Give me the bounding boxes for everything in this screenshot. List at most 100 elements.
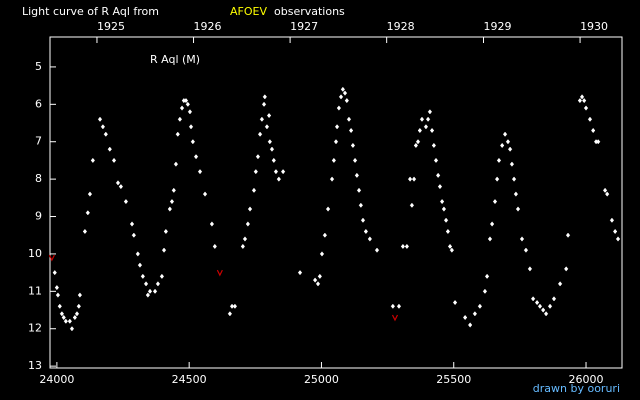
data-point: [587, 116, 593, 122]
data-point: [140, 273, 145, 279]
x-tick-label: 26000: [569, 373, 604, 386]
data-point: [188, 124, 194, 130]
data-point: [77, 292, 83, 298]
data-point: [452, 299, 458, 306]
data-point: [360, 217, 366, 223]
data-point: [145, 292, 151, 298]
data-point: [103, 131, 108, 137]
data-point: [547, 303, 553, 309]
data-point: [90, 157, 95, 164]
x-tick-label: 25500: [436, 373, 471, 386]
data-point: [513, 191, 519, 197]
data-point: [185, 101, 190, 107]
data-point: [169, 198, 175, 205]
data-point: [242, 236, 248, 242]
data-point: [425, 116, 431, 122]
data-point: [331, 157, 337, 164]
data-point: [322, 232, 328, 238]
data-point: [494, 176, 500, 182]
data-point: [129, 221, 135, 227]
data-point: [280, 169, 286, 175]
data-point: [502, 131, 508, 137]
data-point: [551, 296, 557, 302]
data-point: [147, 288, 153, 294]
data-point: [443, 217, 449, 223]
data-point: [137, 262, 143, 268]
data-point: [409, 202, 415, 208]
data-point: [509, 161, 515, 167]
data-point: [69, 326, 75, 332]
data-point: [59, 311, 65, 317]
data-point: [187, 109, 193, 115]
data-point: [433, 157, 439, 164]
data-point: [419, 116, 425, 122]
data-point: [565, 232, 571, 238]
data-point: [76, 303, 81, 309]
data-point: [537, 303, 543, 309]
data-point: [173, 161, 179, 167]
top-tick-label: 1930: [580, 20, 608, 33]
data-point: [505, 139, 511, 145]
y-tick-label: 12: [28, 322, 42, 335]
data-point: [297, 270, 303, 276]
y-tick-label: 9: [35, 210, 42, 223]
data-point: [612, 228, 618, 235]
data-point: [390, 303, 396, 309]
data-point: [447, 243, 453, 250]
data-point: [462, 314, 468, 321]
data-point: [54, 284, 60, 291]
data-point: [449, 247, 455, 253]
data-point: [48, 254, 55, 262]
data-point: [229, 303, 235, 309]
data-point: [253, 169, 258, 175]
data-point: [115, 180, 121, 186]
data-point: [530, 296, 536, 302]
data-point: [74, 311, 80, 317]
data-point: [245, 221, 251, 227]
y-tick-label: 7: [35, 135, 42, 148]
data-point: [271, 157, 276, 164]
top-tick-label: 1926: [194, 20, 222, 33]
data-point: [123, 198, 129, 205]
data-point: [396, 303, 402, 309]
data-point: [61, 314, 66, 321]
y-tick-label: 5: [35, 60, 42, 73]
data-point: [266, 112, 272, 119]
data-point: [527, 266, 533, 272]
data-point: [358, 202, 363, 208]
data-point: [167, 206, 172, 212]
data-point: [336, 105, 342, 111]
data-point: [312, 277, 318, 283]
plot-frame: [49, 36, 623, 369]
data-point: [276, 176, 281, 182]
data-point: [177, 116, 183, 122]
top-tick-label: 1927: [290, 20, 318, 33]
data-point: [591, 127, 596, 134]
data-point: [118, 184, 124, 190]
data-point: [333, 139, 339, 145]
data-point: [63, 318, 68, 324]
data-point: [315, 281, 321, 287]
y-tick-label: 13: [28, 359, 42, 372]
data-point: [541, 307, 546, 313]
data-point: [232, 303, 238, 309]
data-point: [423, 124, 429, 130]
data-point: [427, 109, 433, 115]
data-point: [240, 243, 245, 250]
data-point: [131, 232, 136, 238]
data-point: [482, 288, 488, 294]
data-point: [212, 243, 217, 250]
data-point: [171, 187, 176, 193]
chart-title-source: AFOEV: [230, 5, 267, 18]
data-point: [557, 281, 563, 287]
star-label: R Aql (M): [150, 53, 200, 66]
data-point: [216, 269, 223, 277]
top-tick-label: 1928: [387, 20, 415, 33]
data-point: [72, 314, 77, 321]
data-point: [67, 318, 72, 324]
data-point: [264, 124, 270, 130]
data-point: [193, 154, 199, 160]
data-point: [329, 176, 335, 182]
